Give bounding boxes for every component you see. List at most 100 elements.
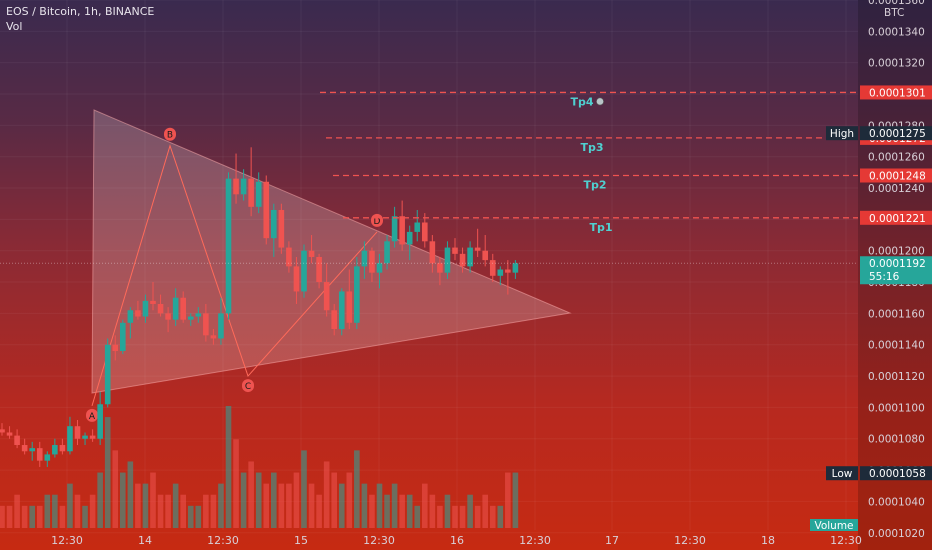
- target-label: Tp3: [580, 141, 603, 154]
- candles[interactable]: [0, 147, 519, 467]
- candle-body[interactable]: [180, 297, 186, 320]
- candle-body[interactable]: [0, 429, 5, 433]
- candle-body[interactable]: [74, 426, 81, 439]
- candle-body[interactable]: [120, 322, 126, 351]
- candle-body[interactable]: [497, 269, 504, 276]
- triangle-pattern[interactable]: A B C D: [86, 109, 572, 422]
- candle-body[interactable]: [437, 263, 443, 273]
- high-price: 0.0001275: [869, 128, 926, 140]
- candle-body[interactable]: [225, 178, 232, 314]
- candle-body[interactable]: [301, 250, 307, 292]
- abcd-path[interactable]: [91, 144, 378, 406]
- candle-body[interactable]: [21, 445, 28, 452]
- time-tick-label: 12:30: [519, 534, 551, 547]
- candle-body[interactable]: [271, 209, 277, 239]
- target-lines[interactable]: Tp1 Tp2 Tp3 Tp4: [0, 91, 858, 264]
- candle-body[interactable]: [293, 266, 300, 292]
- volume-bar: [203, 494, 209, 528]
- candle-body[interactable]: [157, 303, 164, 314]
- candle-body[interactable]: [278, 209, 285, 248]
- candle-body[interactable]: [150, 300, 156, 304]
- candle-body[interactable]: [308, 250, 315, 257]
- candle-body[interactable]: [369, 250, 375, 273]
- volume-bar: [482, 494, 488, 528]
- volume-bar: [135, 483, 141, 528]
- candle-body[interactable]: [104, 344, 111, 405]
- candle-body[interactable]: [36, 448, 43, 461]
- candle-body[interactable]: [142, 300, 149, 317]
- candle-body[interactable]: [263, 181, 270, 239]
- candle-body[interactable]: [354, 266, 360, 323]
- candle-body[interactable]: [127, 310, 134, 323]
- candle-body[interactable]: [512, 263, 519, 273]
- candle-body[interactable]: [414, 222, 421, 232]
- candle-body[interactable]: [422, 222, 428, 242]
- volume-bar: [331, 472, 337, 528]
- point-marker[interactable]: [164, 127, 176, 141]
- candle-body[interactable]: [452, 247, 458, 254]
- candle-body[interactable]: [67, 426, 73, 452]
- candle-body[interactable]: [14, 435, 20, 446]
- volume-indicator-label[interactable]: Vol: [6, 20, 23, 33]
- candle-body[interactable]: [203, 313, 209, 336]
- volume-bar: [489, 505, 496, 528]
- candle-body[interactable]: [505, 269, 511, 273]
- triangle-shape[interactable]: [91, 109, 572, 394]
- time-axis[interactable]: 12:30 14 12:30 15 12:30 16 12:30 17 12:30 18 12:30: [51, 534, 862, 547]
- candle-body[interactable]: [376, 263, 383, 273]
- candle-body[interactable]: [444, 247, 451, 273]
- candle-body[interactable]: [195, 313, 202, 317]
- candle-body[interactable]: [482, 250, 488, 261]
- candle-body[interactable]: [316, 256, 322, 283]
- volume-bar: [157, 494, 164, 528]
- candle-body[interactable]: [406, 231, 413, 245]
- candle-body[interactable]: [391, 216, 398, 242]
- candle-body[interactable]: [135, 310, 141, 317]
- candle-body[interactable]: [474, 247, 481, 251]
- point-label-b: B: [167, 131, 173, 141]
- target-label: Tp4: [570, 95, 593, 108]
- candle-body[interactable]: [210, 335, 217, 339]
- candle-body[interactable]: [248, 178, 254, 207]
- candle-body[interactable]: [286, 247, 292, 267]
- current-price-text: 0.0001192: [869, 258, 926, 270]
- candle-body[interactable]: [255, 181, 262, 207]
- candle-body[interactable]: [89, 435, 96, 439]
- candle-body[interactable]: [346, 291, 353, 323]
- volume-bar: [180, 494, 186, 528]
- candle-body[interactable]: [44, 454, 51, 461]
- candle-body[interactable]: [323, 282, 330, 311]
- candle-body[interactable]: [97, 404, 103, 439]
- candle-body[interactable]: [82, 435, 88, 439]
- candle-body[interactable]: [240, 178, 247, 195]
- candle-body[interactable]: [467, 247, 473, 267]
- candle-body[interactable]: [172, 297, 179, 320]
- candle-body[interactable]: [459, 253, 466, 267]
- point-marker[interactable]: [242, 379, 254, 393]
- candle-body[interactable]: [218, 313, 224, 339]
- candle-body[interactable]: [6, 432, 13, 436]
- candle-body[interactable]: [338, 291, 345, 330]
- candle-body[interactable]: [429, 241, 436, 264]
- point-marker[interactable]: [86, 408, 98, 422]
- candle-body[interactable]: [165, 313, 171, 320]
- volume-bar: [21, 505, 28, 528]
- target-price-text: 0.0001301: [869, 87, 926, 99]
- candle-body[interactable]: [29, 448, 35, 452]
- volume-bar: [278, 483, 285, 528]
- target-price-tag: [860, 85, 932, 100]
- price-tick-label: 0.0001360: [868, 0, 925, 7]
- candle-body[interactable]: [59, 445, 66, 452]
- volume-bar: [376, 483, 383, 528]
- candle-body[interactable]: [399, 216, 405, 245]
- candle-body[interactable]: [489, 260, 496, 276]
- candle-body[interactable]: [52, 445, 58, 455]
- candle-body[interactable]: [187, 316, 194, 320]
- candle-body[interactable]: [331, 310, 337, 330]
- volume-bar: [89, 494, 96, 528]
- candle-body[interactable]: [233, 178, 239, 195]
- candle-body[interactable]: [361, 250, 368, 267]
- candle-body[interactable]: [384, 241, 390, 264]
- candle-body[interactable]: [112, 344, 119, 351]
